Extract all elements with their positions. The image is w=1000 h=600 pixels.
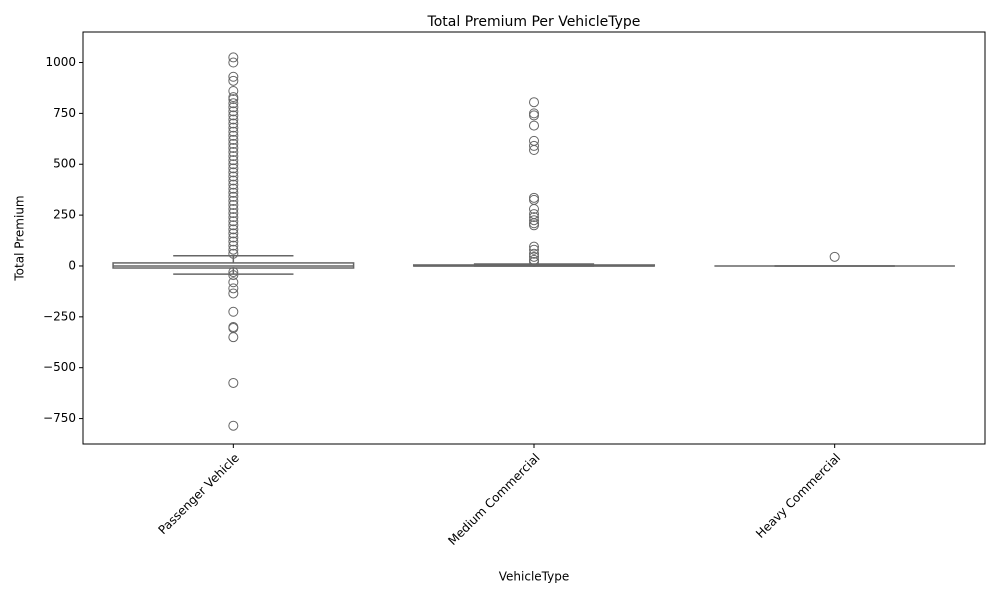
outlier (228, 195, 239, 206)
outlier (529, 194, 539, 205)
outlier (529, 244, 539, 255)
chart-title: Total Premium Per VehicleType (427, 14, 641, 30)
outlier (529, 97, 539, 108)
outlier (228, 102, 239, 113)
outlier (228, 179, 239, 190)
y-tick-label: 0 (68, 258, 76, 272)
outlier (228, 244, 239, 255)
outlier (228, 110, 239, 121)
outlier (529, 192, 539, 203)
y-tick-label: 1000 (45, 55, 76, 69)
outlier (228, 98, 239, 109)
outlier (228, 204, 239, 215)
outlier (228, 277, 239, 288)
outlier (228, 288, 239, 299)
outlier (228, 114, 239, 125)
outlier (228, 191, 239, 202)
outlier (228, 199, 239, 210)
outlier (829, 251, 840, 262)
outlier (228, 332, 239, 343)
outlier (529, 108, 539, 119)
outlier (228, 175, 239, 186)
outlier (228, 283, 239, 294)
outlier (529, 140, 539, 151)
outlier (228, 159, 239, 170)
outlier (228, 52, 239, 63)
outlier (228, 130, 239, 141)
outlier (228, 86, 239, 97)
outlier (228, 306, 239, 317)
outlier (529, 204, 539, 215)
outlier (228, 220, 239, 231)
y-tick-label: −250 (43, 309, 76, 323)
outlier (228, 270, 239, 281)
outlier (228, 155, 239, 166)
outlier (228, 126, 239, 137)
outlier (228, 94, 239, 105)
outlier (228, 75, 239, 86)
y-tick-label: 500 (53, 157, 76, 171)
outlier (228, 267, 239, 278)
outlier (529, 241, 539, 252)
outlier (228, 171, 239, 182)
outlier (228, 420, 239, 431)
outlier (529, 212, 539, 223)
outlier (228, 71, 239, 82)
y-axis-label: Total Premium (13, 195, 27, 281)
outlier (228, 187, 239, 198)
outlier (228, 142, 239, 153)
outlier (228, 118, 239, 129)
outlier (228, 248, 239, 259)
outlier (529, 248, 539, 259)
outlier (529, 215, 539, 226)
outlier (529, 251, 539, 262)
x-tick-label: Heavy Commercial (753, 451, 843, 541)
outlier (529, 220, 539, 231)
y-tick-label: 250 (53, 208, 76, 222)
outlier (228, 228, 239, 239)
outlier (228, 167, 239, 178)
outlier (228, 236, 239, 247)
outlier (228, 151, 239, 162)
outlier (228, 134, 239, 145)
outlier (228, 183, 239, 194)
x-tick-label: Medium Commercial (445, 451, 542, 548)
y-tick-label: −750 (43, 411, 76, 425)
outlier (228, 147, 239, 158)
y-tick-label: −500 (43, 360, 76, 374)
outlier (529, 256, 539, 267)
plot-frame (82, 31, 986, 445)
outlier (228, 57, 239, 68)
outlier (228, 163, 239, 174)
outlier (228, 138, 239, 149)
outlier (529, 120, 539, 131)
outlier (529, 145, 539, 156)
outlier (228, 106, 239, 117)
y-tick-label: 750 (53, 106, 76, 120)
x-axis-label: VehicleType (499, 570, 569, 584)
outlier (228, 232, 239, 243)
outlier (529, 110, 539, 121)
outlier (529, 135, 539, 146)
outlier (228, 122, 239, 133)
outlier (228, 208, 239, 219)
outlier (228, 224, 239, 235)
outlier (228, 240, 239, 251)
outlier (228, 216, 239, 227)
x-tick-label: Passenger Vehicle (156, 451, 242, 537)
outlier (228, 377, 239, 388)
outlier (228, 212, 239, 223)
